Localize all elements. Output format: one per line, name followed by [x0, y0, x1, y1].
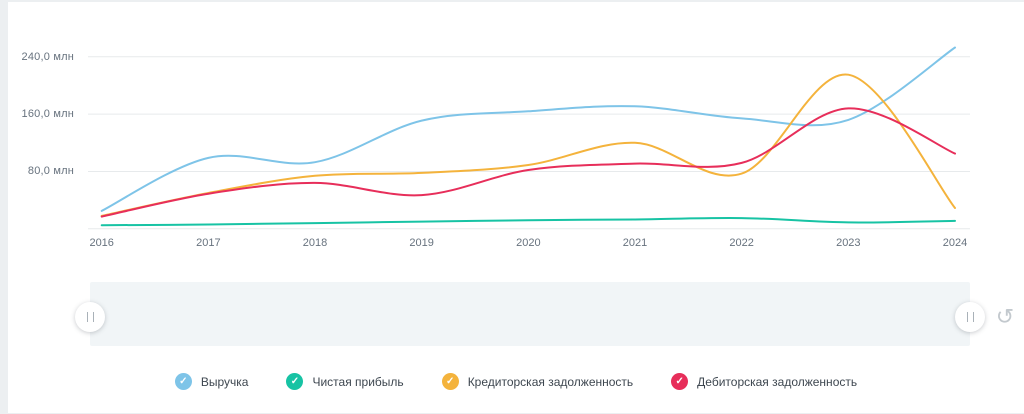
chart-legend: ✓ Выручка ✓ Чистая прибыль ✓ Кредиторская зад… — [8, 373, 1024, 390]
x-axis-tick-label: 2017 — [196, 237, 221, 249]
x-axis-tick-label: 2020 — [516, 237, 541, 249]
reset-zoom-icon[interactable]: ↺ — [995, 304, 1015, 329]
pause-icon — [86, 312, 94, 322]
navigator-left-handle[interactable] — [75, 302, 105, 332]
legend-label: Кредиторская задолженность — [467, 374, 634, 389]
legend-item-3[interactable]: ✓ Дебиторская задолженность — [671, 373, 857, 390]
legend-label: Дебиторская задолженность — [697, 374, 858, 389]
navigator-right-handle[interactable] — [955, 302, 985, 332]
x-axis-tick-label: 2024 — [942, 237, 968, 249]
y-axis-tick-label: 240,0 млн — [21, 50, 74, 63]
legend-check-icon: ✓ — [286, 373, 304, 390]
legend-item-0[interactable]: ✓ Выручка — [174, 373, 249, 390]
y-axis-tick-label: 80,0 млн — [27, 165, 74, 178]
legend-label: Выручка — [200, 374, 249, 389]
x-axis-tick-label: 2023 — [836, 237, 861, 249]
plot-area[interactable] — [88, 30, 970, 232]
chart-card: 240,0 млн 160,0 млн 80,0 млн 2016 2017 2018 2… — [8, 2, 1024, 413]
x-axis-tick-label: 2016 — [89, 237, 114, 249]
legend-check-icon: ✓ — [671, 373, 689, 390]
x-axis-tick-label: 2019 — [409, 237, 434, 249]
legend-item-1[interactable]: ✓ Чистая прибыль — [286, 373, 404, 390]
legend-check-icon: ✓ — [174, 373, 192, 390]
pause-icon — [966, 312, 974, 322]
range-navigator-track[interactable] — [90, 282, 970, 346]
legend-item-2[interactable]: ✓ Кредиторская задолженность — [441, 373, 634, 390]
legend-check-icon: ✓ — [441, 373, 459, 390]
x-axis-tick-label: 2018 — [302, 237, 328, 249]
x-axis-tick-label: 2021 — [622, 237, 648, 249]
x-axis-tick-label: 2022 — [729, 237, 754, 249]
legend-label: Чистая прибыль — [312, 374, 404, 389]
y-axis-tick-label: 160,0 млн — [21, 108, 74, 121]
